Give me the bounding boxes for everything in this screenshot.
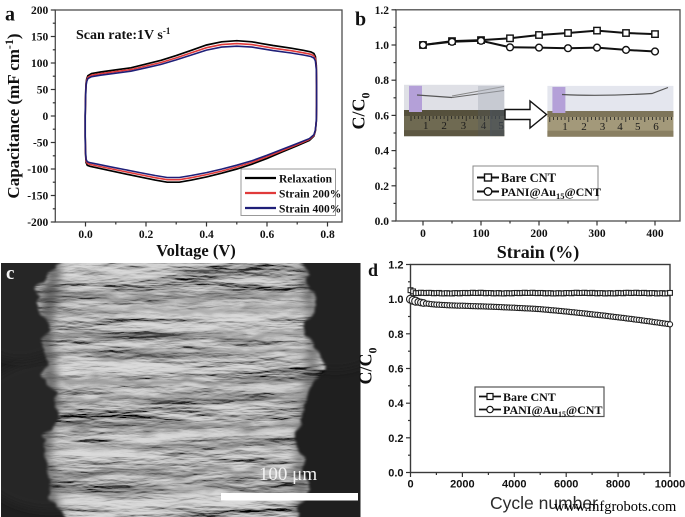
svg-text:4: 4 [617, 121, 623, 133]
svg-text:0.8: 0.8 [320, 229, 335, 241]
svg-text:1.0: 1.0 [375, 40, 390, 52]
svg-text:-50: -50 [33, 138, 49, 150]
svg-text:Cycle number: Cycle number [490, 493, 598, 513]
svg-text:3: 3 [461, 120, 467, 132]
svg-text:Relaxation: Relaxation [279, 174, 333, 186]
svg-text:0.6: 0.6 [375, 110, 390, 122]
svg-text:0.2: 0.2 [388, 433, 403, 445]
svg-text:0.4: 0.4 [375, 146, 390, 158]
svg-text:200: 200 [31, 5, 49, 17]
svg-text:400: 400 [646, 228, 664, 240]
svg-text:0: 0 [420, 228, 426, 240]
svg-text:100: 100 [31, 58, 49, 70]
svg-text:Strain (%): Strain (%) [497, 242, 580, 263]
svg-text:c: c [6, 263, 14, 284]
svg-text:50: 50 [37, 85, 49, 97]
svg-text:2: 2 [441, 120, 447, 132]
svg-text:6000: 6000 [554, 479, 578, 491]
svg-text:0: 0 [43, 111, 49, 123]
svg-text:0.4: 0.4 [199, 229, 214, 241]
svg-text:a: a [5, 4, 15, 26]
svg-text:10000: 10000 [655, 479, 685, 491]
svg-text:5: 5 [635, 121, 641, 133]
svg-text:150: 150 [31, 32, 49, 44]
svg-text:100: 100 [472, 228, 490, 240]
svg-text:1.0: 1.0 [388, 294, 403, 306]
svg-text:6: 6 [653, 121, 659, 133]
svg-text:0.6: 0.6 [260, 229, 275, 241]
svg-text:-150: -150 [27, 191, 48, 203]
svg-text:100 μm: 100 μm [259, 464, 317, 485]
svg-text:PANI@Au15@CNT: PANI@Au15@CNT [501, 185, 601, 201]
svg-text:Strain 400%: Strain 400% [279, 204, 341, 216]
svg-text:0: 0 [407, 479, 413, 491]
svg-text:2: 2 [581, 121, 587, 133]
svg-text:0.6: 0.6 [388, 364, 403, 376]
svg-text:0.2: 0.2 [375, 181, 390, 193]
svg-text:4000: 4000 [502, 479, 526, 491]
svg-text:Bare CNT: Bare CNT [503, 390, 556, 404]
svg-text:-100: -100 [27, 164, 48, 176]
svg-text:Bare CNT: Bare CNT [501, 171, 557, 185]
svg-text:b: b [355, 9, 366, 31]
svg-text:0.0: 0.0 [388, 468, 403, 480]
svg-text:0.8: 0.8 [388, 329, 403, 341]
svg-text:0.2: 0.2 [139, 229, 154, 241]
svg-text:d: d [368, 260, 378, 280]
svg-text:4: 4 [481, 120, 487, 132]
svg-text:PANI@Au15@CNT: PANI@Au15@CNT [503, 403, 602, 419]
svg-text:0.0: 0.0 [375, 216, 390, 228]
svg-text:Voltage (V): Voltage (V) [156, 241, 236, 260]
svg-text:0.4: 0.4 [388, 398, 404, 410]
svg-text:Strain 200%: Strain 200% [279, 189, 341, 201]
svg-text:0.0: 0.0 [78, 229, 93, 241]
svg-text:3: 3 [600, 121, 606, 133]
svg-text:1: 1 [562, 121, 568, 133]
svg-text:1.2: 1.2 [388, 260, 403, 272]
svg-text:Scan rate:1V s-1: Scan rate:1V s-1 [76, 26, 171, 43]
svg-text:2000: 2000 [450, 479, 474, 491]
svg-text:1: 1 [423, 120, 429, 132]
svg-text:Capacitance (mF cm-1): Capacitance (mF cm-1) [2, 33, 23, 198]
svg-text:0.8: 0.8 [375, 75, 390, 87]
svg-text:200: 200 [530, 228, 548, 240]
svg-text:300: 300 [588, 228, 606, 240]
svg-text:-200: -200 [27, 217, 48, 229]
svg-text:1.2: 1.2 [375, 5, 390, 17]
svg-text:8000: 8000 [606, 479, 630, 491]
svg-text:www.mfgrobots.com: www.mfgrobots.com [554, 499, 677, 515]
